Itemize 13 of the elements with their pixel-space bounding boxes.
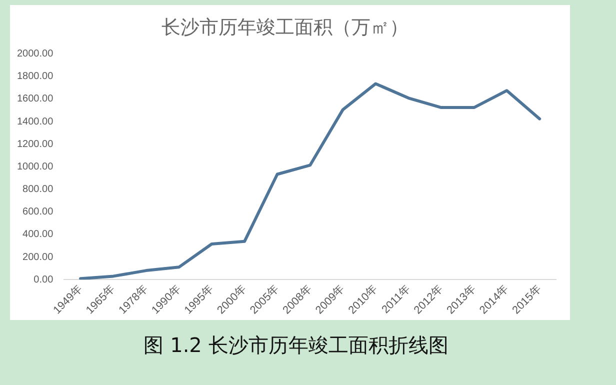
y-tick-label: 1800.00 [16,71,54,82]
y-tick-label: 400.00 [22,229,54,240]
y-tick-label: 200.00 [22,252,54,263]
y-tick-label: 800.00 [22,184,54,196]
y-tick-label: 600.00 [22,206,54,218]
chart-title: 长沙市历年竣工面积（万㎡） [162,16,408,38]
y-tick-label: 1600.00 [16,94,54,105]
y-tick-label: 1400.00 [16,116,54,128]
y-tick-label: 2000.00 [16,48,54,60]
y-tick-label: 1200.00 [16,138,54,150]
caption: 图 1.2 长沙市历年竣工面积折线图 [142,332,450,359]
y-tick-label: 1000.00 [16,161,54,172]
y-tick-label: 0.00 [34,274,54,286]
